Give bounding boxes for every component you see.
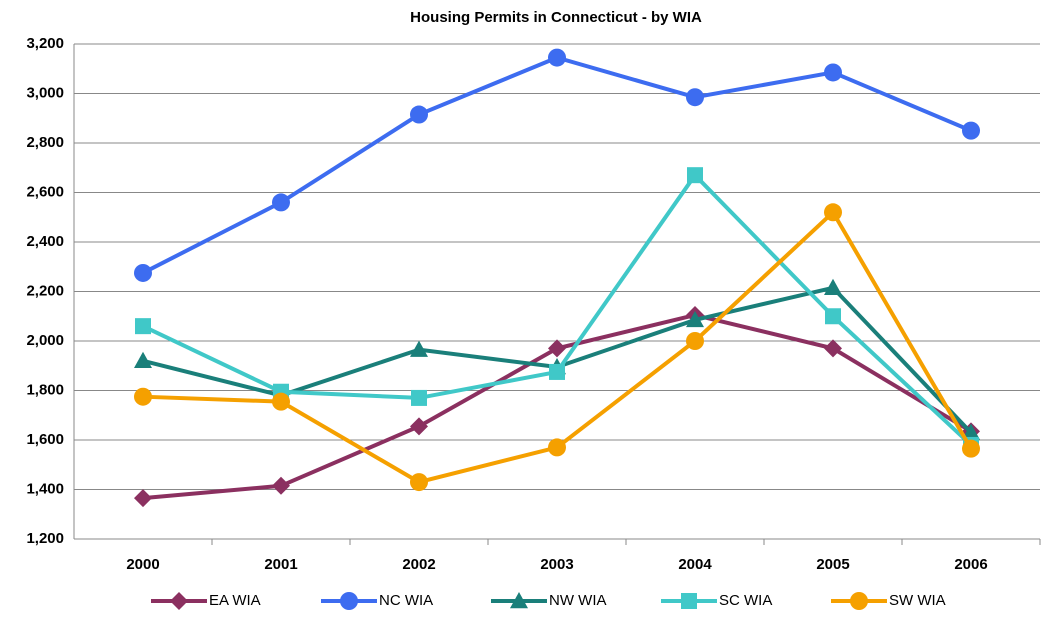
marker <box>134 387 152 406</box>
y-tick-label: 1,800 <box>26 381 64 398</box>
y-tick-label: 2,400 <box>26 233 64 250</box>
x-tick-label: 2004 <box>678 556 712 573</box>
legend-label: NW WIA <box>549 592 607 609</box>
legend-label: SW WIA <box>889 592 946 609</box>
y-tick-label: 2,200 <box>26 282 64 299</box>
marker <box>824 63 842 82</box>
legend-label: NC WIA <box>379 592 433 609</box>
y-tick-label: 2,800 <box>26 134 64 151</box>
marker <box>510 592 528 609</box>
x-tick-label: 2006 <box>954 556 987 573</box>
y-tick-label: 1,600 <box>26 431 64 448</box>
marker <box>410 417 428 436</box>
marker <box>962 423 980 440</box>
marker <box>272 193 290 212</box>
marker <box>962 439 980 458</box>
y-tick-label: 3,000 <box>26 84 64 101</box>
marker <box>272 476 290 495</box>
marker <box>340 592 358 610</box>
x-tick-label: 2003 <box>540 556 573 573</box>
marker <box>272 392 290 411</box>
legend-label: EA WIA <box>209 592 261 609</box>
marker <box>134 351 152 368</box>
marker <box>824 203 842 222</box>
marker <box>824 278 842 295</box>
chart-title: Housing Permits in Connecticut - by WIA <box>410 9 702 26</box>
series-line <box>142 55 972 275</box>
series-line <box>142 172 973 447</box>
marker <box>410 473 428 492</box>
y-tick-label: 2,600 <box>26 183 64 200</box>
marker <box>824 339 842 358</box>
marker <box>134 263 152 282</box>
marker <box>850 592 868 610</box>
marker <box>962 121 980 140</box>
marker <box>548 339 566 358</box>
x-tick-label: 2000 <box>126 556 159 573</box>
marker <box>548 438 566 457</box>
marker <box>134 489 152 508</box>
x-tick-label: 2002 <box>402 556 435 573</box>
marker <box>411 389 427 406</box>
x-tick-label: 2001 <box>264 556 297 573</box>
marker <box>686 332 704 350</box>
marker <box>410 340 428 357</box>
y-tick-label: 1,400 <box>26 480 64 497</box>
marker <box>681 593 697 609</box>
legend-label: SC WIA <box>719 592 772 609</box>
marker <box>135 318 151 335</box>
marker <box>549 363 565 380</box>
marker <box>170 592 188 610</box>
marker <box>686 88 704 107</box>
y-tick-label: 3,200 <box>26 35 64 52</box>
x-tick-label: 2005 <box>816 556 849 573</box>
marker <box>686 310 704 328</box>
marker <box>687 167 703 184</box>
y-tick-label: 1,200 <box>26 530 64 547</box>
y-tick-label: 2,000 <box>26 332 64 349</box>
marker <box>548 48 566 67</box>
marker <box>825 308 841 325</box>
marker <box>410 105 428 124</box>
